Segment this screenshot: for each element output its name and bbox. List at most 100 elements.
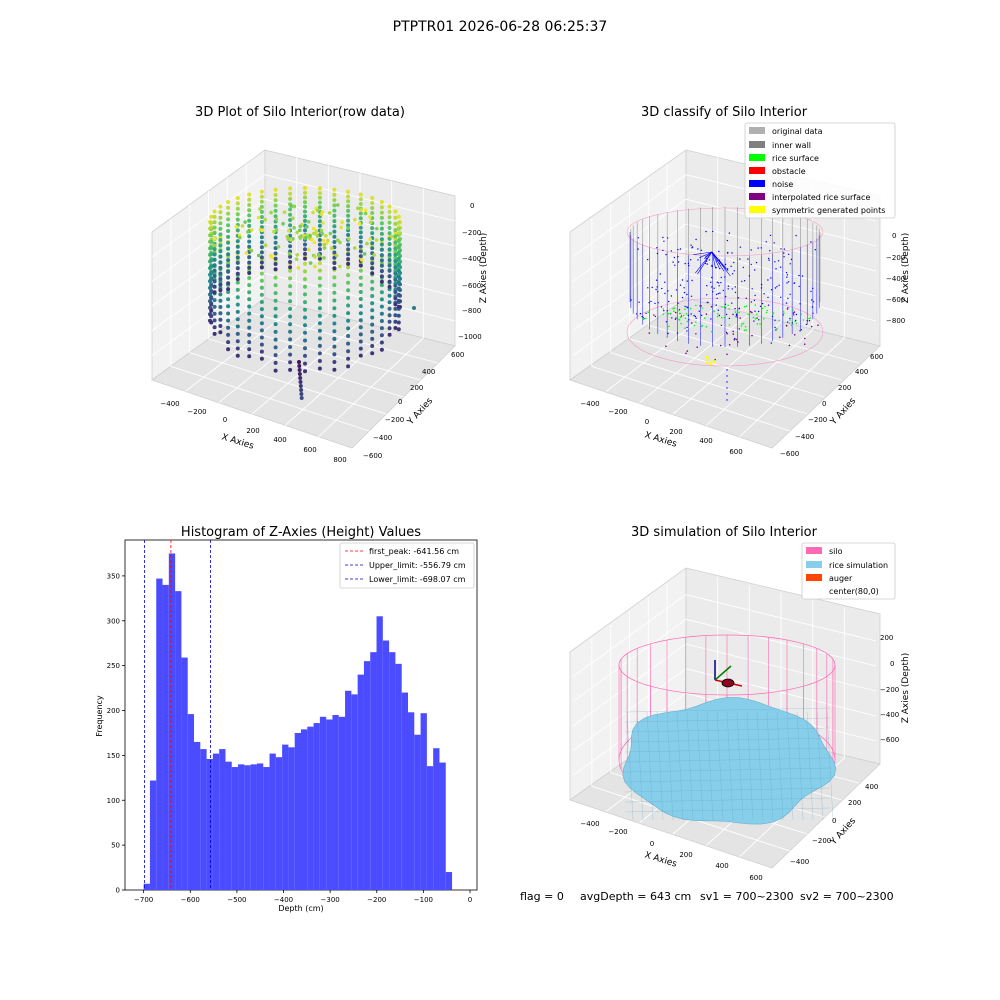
raw-data-point [226,205,231,210]
histogram-bar [219,749,226,890]
noise-point [681,279,684,281]
rice-mesh-line [786,711,794,821]
raw-data-point [346,273,351,278]
noise-point [785,302,788,304]
raw-data-point [363,211,368,216]
raw-data-point [358,311,363,316]
raw-data-point [235,280,240,285]
raw-data-point [235,317,240,322]
auger-axis-y [714,665,732,681]
raw-data-point [212,231,217,235]
raw-data-point [387,252,392,257]
raw-data-point [332,198,337,203]
raw-data-point [209,296,214,301]
raw-z-tick: −1000 [458,333,482,341]
raw-data-point [234,224,239,229]
raw-data-point [379,263,384,268]
rice-surface-point [662,313,665,316]
raw-y-tick: −400 [373,434,392,442]
histogram-bar [238,764,245,890]
histogram-bar [301,729,308,890]
raw-data-point [317,186,322,191]
raw-data-point [359,208,363,212]
raw-data-point [357,221,362,226]
raw-data-point [328,231,333,236]
sim-y-tick: −400 [790,858,809,866]
noise-point [754,310,756,312]
raw-data-point [288,196,293,201]
raw-data-point [393,277,398,282]
histogram-y-ticks: 0 50 100 150 200 250 300 350 [107,572,125,895]
raw-data-point [330,246,334,250]
raw-data-point [235,244,240,249]
interpolated-point [735,338,738,341]
raw-data-point [317,242,322,247]
raw-data-point [226,263,231,268]
noise-point [671,317,673,319]
noise-point [742,266,744,269]
raw-data-point [249,228,254,232]
raw-data-point [346,252,351,257]
noise-point [770,277,772,279]
histogram-bar [256,763,264,890]
noise-point [645,312,647,314]
raw-data-point [358,235,363,240]
noise-point [779,266,782,268]
raw-data-point [375,226,379,231]
noise-point [687,262,690,265]
raw-data-point [276,245,281,249]
raw-data-point [303,346,307,351]
rice-mesh-line [624,717,831,723]
rice-surface-point [738,311,740,314]
raw-data-point [353,218,357,222]
raw-data-point [396,226,401,231]
raw-data-point [235,339,240,344]
raw-data-point [335,238,340,242]
raw-data-point [387,284,392,289]
raw-data-point [396,250,401,255]
raw-data-point [259,356,264,361]
raw-data-point [235,212,240,217]
rice-surface-point [677,310,679,312]
histogram-y-tick-label: 250 [107,662,120,670]
raw-data-point [346,265,351,270]
rice-surface-point [685,313,688,315]
noise-point [774,319,776,321]
raw-data-point [212,298,217,303]
noise-point [760,287,763,289]
noise-point [695,317,697,319]
raw-data-point [346,189,351,194]
noise-point [751,288,753,290]
rice-surface-point [668,325,670,328]
rice-mesh-line [776,711,784,821]
raw-data-point [319,228,324,233]
raw-data-point [317,268,322,273]
raw-data-point [235,353,240,358]
raw-data-point [259,194,264,199]
raw-data-point [247,283,252,288]
raw-data-point [379,297,384,302]
interpolated-point [793,311,796,313]
raw-data-point [297,364,302,368]
raw-data-point [303,209,307,214]
raw-data-point [288,244,293,249]
raw-data-point [303,292,307,297]
raw-data-point [358,263,363,268]
raw-data-point [303,228,307,233]
noise-point [656,286,658,288]
raw-data-point [288,223,293,228]
raw-data-point [247,347,252,352]
raw-data-point [387,293,392,298]
raw-data-point [396,262,401,267]
raw-data-point [247,260,252,265]
raw-data-point [363,208,368,212]
noise-point [811,299,813,301]
raw-data-point [273,187,278,192]
noise-point [672,261,674,263]
noise-point [798,285,800,288]
raw-data-point [346,318,351,323]
raw-data-point [288,260,293,264]
raw-data-point [379,290,384,295]
histogram-bar [143,883,150,890]
rice-surface-point [766,309,768,312]
